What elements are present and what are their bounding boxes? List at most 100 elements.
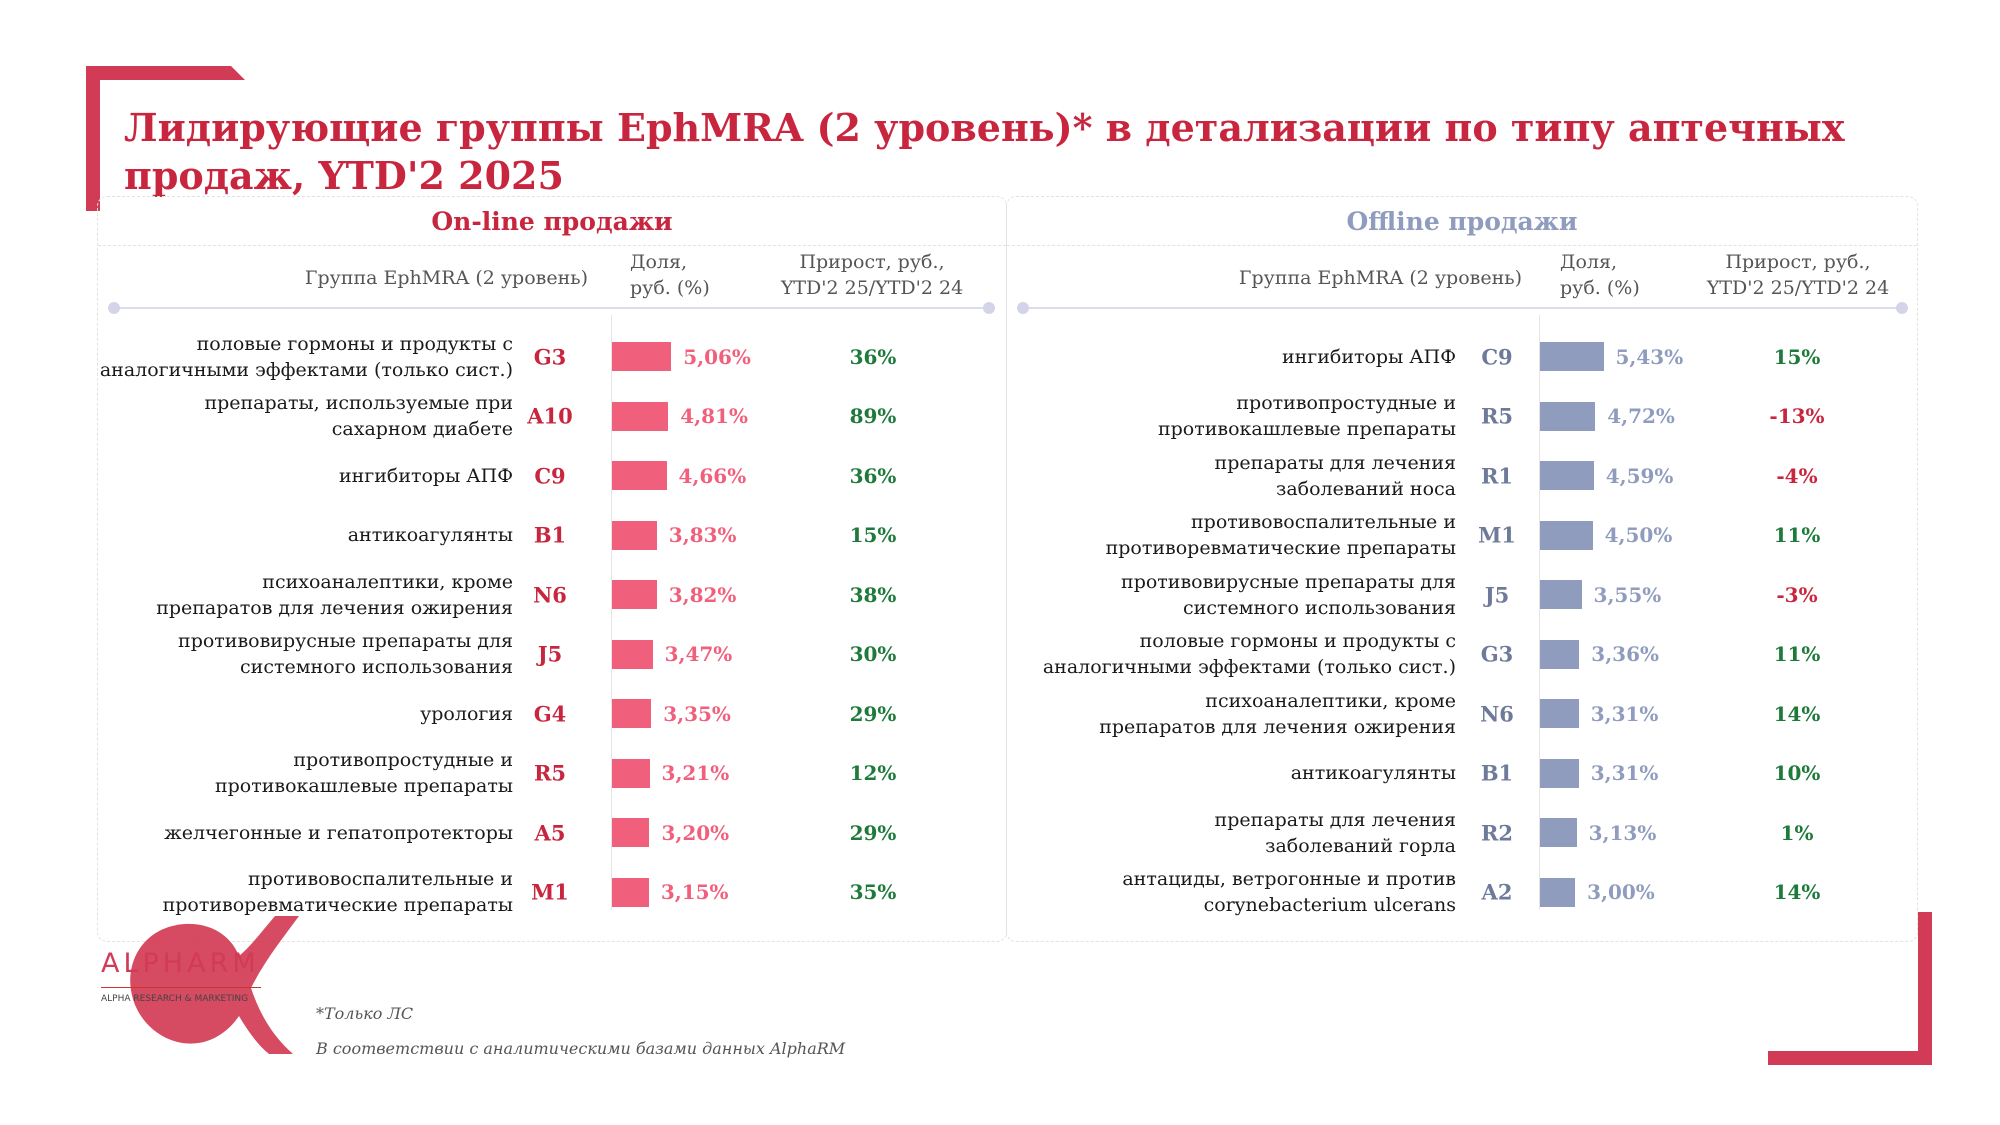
- share-bar: [612, 699, 652, 728]
- table-row: противопростудные и противокашлевые препа…: [98, 744, 1006, 804]
- group-code: C9: [534, 463, 566, 489]
- offline-sales-panel: Offline продажи Группа EphMRA (2 уровень…: [1006, 196, 1918, 942]
- table-row: половые гормоны и продукты с аналогичными…: [1007, 625, 1917, 685]
- group-code: N6: [1480, 701, 1514, 727]
- bar-axis: [611, 315, 612, 910]
- axis-dot-left: [1017, 302, 1029, 314]
- share-label: 3,13%: [1588, 820, 1657, 845]
- group-name: половые гормоны и продукты с аналогичными…: [1036, 628, 1456, 680]
- table-row: противовоспалительные и противоревматичес…: [1007, 506, 1917, 566]
- table-row: антикоагулянты B1 3,83% 15%: [98, 506, 1006, 566]
- growth-label: -13%: [1769, 404, 1825, 429]
- group-code: B1: [1480, 760, 1514, 786]
- table-row: препараты, используемые при сахарном диаб…: [98, 387, 1006, 447]
- share-label: 3,55%: [1593, 582, 1662, 607]
- group-name-line: половые гормоны и продукты с: [1139, 630, 1456, 653]
- growth-label: 36%: [849, 344, 897, 369]
- group-name-line: препараты, используемые при: [204, 392, 513, 415]
- group-name-line: препаратов для лечения ожирения: [156, 596, 513, 619]
- group-name: противопростудные и противокашлевые препа…: [93, 747, 513, 799]
- group-code: G4: [533, 701, 567, 727]
- group-name: ингибиторы АПФ: [93, 463, 513, 489]
- share-bar: [1540, 580, 1582, 609]
- group-name-line: аналогичными эффектами (только сист.): [1042, 656, 1456, 679]
- group-name-line: антикоагулянты: [1290, 762, 1456, 785]
- group-name-line: системного использования: [240, 656, 513, 679]
- share-label: 5,06%: [683, 344, 751, 369]
- group-name: противовирусные препараты для системного …: [93, 628, 513, 680]
- growth-label: 10%: [1773, 761, 1821, 786]
- group-name-line: желчегонные и гепатопротекторы: [164, 821, 513, 844]
- group-name: психоаналептики, кроме препаратов для леч…: [93, 569, 513, 621]
- group-name-line: противопростудные и: [293, 749, 513, 772]
- group-name-line: сахарном диабете: [331, 418, 513, 441]
- share-label: 3,83%: [668, 523, 737, 548]
- panel-divider: [98, 245, 1006, 246]
- header-growth-line1: Прирост, руб.,: [799, 251, 945, 273]
- group-code: B1: [533, 522, 567, 548]
- group-code: A2: [1481, 879, 1513, 905]
- share-bar: [1540, 699, 1579, 728]
- header-growth: Прирост, руб., YTD'2 25/YTD'2 24: [1688, 249, 1908, 301]
- share-label: 4,72%: [1607, 404, 1675, 429]
- group-name-line: психоаналептики, кроме: [262, 570, 513, 593]
- group-name-line: противоревматические препараты: [1105, 537, 1456, 560]
- group-name: противопростудные и противокашлевые препа…: [1036, 390, 1456, 442]
- group-name: психоаналептики, кроме препаратов для леч…: [1036, 688, 1456, 740]
- share-label: 4,66%: [678, 463, 747, 488]
- share-bar: [1540, 639, 1580, 669]
- share-label: 4,59%: [1605, 463, 1674, 488]
- group-name: антикоагулянты: [1036, 760, 1456, 786]
- logo-subtitle: ALPHA RESEARCH & MARKETING: [101, 994, 249, 1004]
- header-share: Доля, руб. (%): [630, 249, 710, 301]
- group-name-line: препараты для лечения: [1214, 451, 1456, 474]
- header-group: Группа EphMRA (2 уровень): [304, 267, 588, 289]
- group-name-line: corynebacterium ulcerans: [1203, 894, 1456, 917]
- share-bar: [1540, 818, 1577, 847]
- group-name-line: ингибиторы АПФ: [1281, 345, 1456, 368]
- group-name: ингибиторы АПФ: [1036, 344, 1456, 370]
- group-name-line: психоаналептики, кроме: [1205, 689, 1456, 712]
- panel-title-offline: Offline продажи: [1346, 207, 1578, 236]
- bar-axis: [1539, 315, 1540, 910]
- growth-label: -4%: [1776, 463, 1818, 488]
- header-growth-line2: YTD'2 25/YTD'2 24: [1706, 277, 1890, 299]
- table-row: половые гормоны и продукты с аналогичными…: [98, 327, 1006, 387]
- header-group: Группа EphMRA (2 уровень): [1238, 267, 1522, 289]
- group-name-line: антациды, ветрогонные и против: [1122, 868, 1456, 891]
- group-name-line: противовирусные препараты для: [178, 630, 513, 653]
- header-growth-line1: Прирост, руб.,: [1725, 251, 1871, 273]
- share-bar: [1540, 877, 1576, 907]
- table-row: препараты для лечения заболеваний горла R2…: [1007, 803, 1917, 863]
- growth-label: 15%: [1773, 344, 1821, 369]
- corner-decoration-bottom-right: [1768, 1051, 1932, 1065]
- growth-label: -3%: [1776, 582, 1818, 607]
- growth-label: 11%: [1773, 642, 1821, 667]
- group-name: желчегонные и гепатопротекторы: [93, 820, 513, 846]
- group-name: урология: [93, 701, 513, 727]
- table-row: урология G4 3,35% 29%: [98, 684, 1006, 744]
- table-row: противовирусные препараты для системного …: [98, 625, 1006, 685]
- share-bar: [612, 520, 657, 550]
- share-bar: [612, 342, 672, 371]
- group-code: A10: [527, 403, 573, 429]
- header-growth-line2: YTD'2 25/YTD'2 24: [780, 277, 964, 299]
- share-bar: [1540, 520, 1593, 550]
- group-code: R2: [1480, 820, 1514, 846]
- share-label: 3,00%: [1587, 880, 1655, 905]
- share-label: 3,31%: [1590, 761, 1659, 786]
- group-code: N6: [533, 582, 567, 608]
- group-name-line: препараты для лечения: [1214, 808, 1456, 831]
- group-name-line: заболеваний горла: [1265, 834, 1456, 857]
- share-label: 3,15%: [660, 880, 729, 905]
- share-label: 3,20%: [661, 820, 730, 845]
- header-share-line1: Доля,: [1560, 251, 1617, 273]
- table-row: антациды, ветрогонные и против corynebact…: [1007, 863, 1917, 923]
- group-name-line: аналогичными эффектами (только сист.): [99, 358, 513, 381]
- group-code: J5: [537, 641, 563, 667]
- share-bar: [1540, 342, 1604, 371]
- group-name-line: заболеваний носа: [1275, 477, 1456, 500]
- group-name: препараты для лечения заболеваний носа: [1036, 450, 1456, 502]
- table-row: препараты для лечения заболеваний носа R1 4…: [1007, 446, 1917, 506]
- group-code: G3: [1480, 641, 1514, 667]
